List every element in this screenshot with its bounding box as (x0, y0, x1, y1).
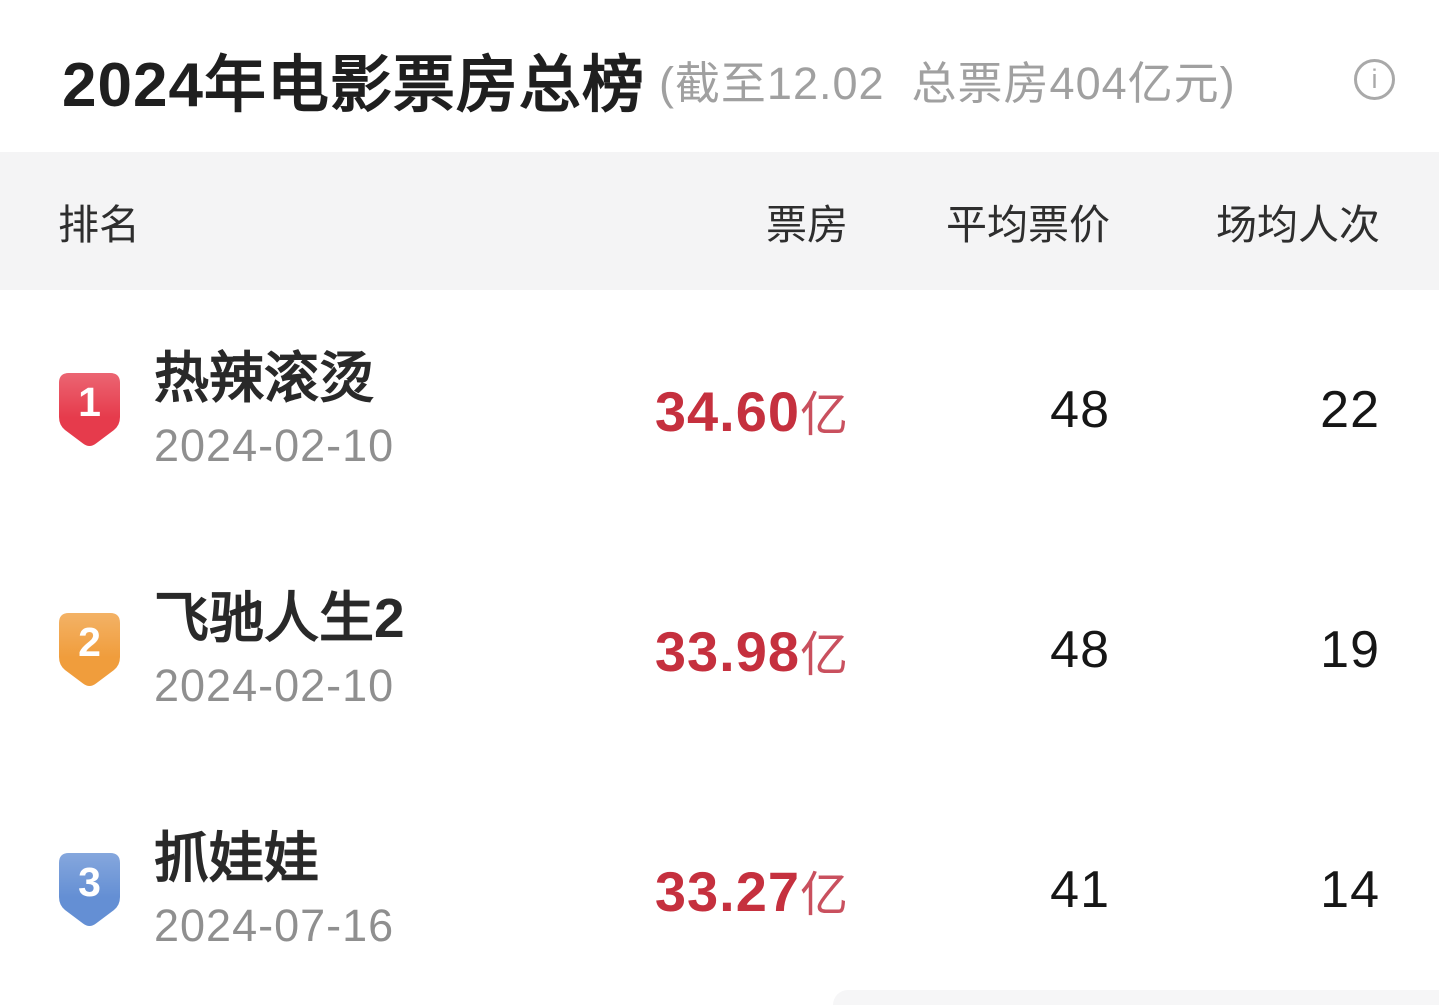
box-office-value: 33.98 (654, 620, 800, 683)
box-office-unit: 亿 (799, 629, 848, 682)
avg-attendance-cell: 14 (1320, 861, 1380, 919)
table-row[interactable]: 3 抓娃娃 2024-07-16 33.27亿 41 14 (0, 770, 1439, 1005)
movie-release-date: 2024-02-10 (154, 420, 395, 472)
rank-badge: 3 (58, 852, 121, 928)
box-office-cell: 34.60亿 (588, 375, 848, 445)
box-office-unit: 亿 (799, 389, 848, 442)
movie-title: 飞驰人生2 (154, 586, 405, 649)
rank-badge: 2 (58, 612, 121, 688)
rank-number: 2 (78, 618, 101, 665)
box-office-value: 34.60 (654, 380, 800, 443)
avg-attendance-cell: 19 (1320, 621, 1380, 679)
movie-release-date: 2024-07-16 (154, 900, 395, 952)
box-office-cell: 33.98亿 (588, 615, 848, 685)
movie-info: 热辣滚烫 2024-02-10 (154, 348, 394, 473)
info-icon[interactable]: i (1354, 58, 1395, 100)
movie-release-date: 2024-02-10 (154, 660, 395, 712)
page-subtitle: (截至12.02 总票房404亿元) (658, 57, 1236, 109)
rank-cell: 2 飞驰人生2 2024-02-10 (58, 588, 588, 713)
table-header-row: 排名 票房 平均票价 场均人次 (0, 152, 1439, 290)
box-office-value: 33.27 (654, 860, 800, 923)
rank-number: 1 (78, 378, 101, 425)
box-office-cell: 33.27亿 (588, 855, 848, 925)
avg-price-cell: 48 (1050, 621, 1110, 679)
page-title: 2024年电影票房总榜 (62, 51, 645, 120)
page-header: 2024年电影票房总榜 (截至12.02 总票房404亿元) i (0, 0, 1439, 152)
column-header-rank: 排名 (58, 202, 140, 248)
rank-number: 3 (78, 858, 101, 905)
avg-attendance-cell: 22 (1320, 381, 1380, 439)
rank-cell: 3 抓娃娃 2024-07-16 (58, 828, 588, 953)
column-header-avg-price: 平均票价 (946, 202, 1110, 248)
movie-title: 抓娃娃 (154, 826, 320, 889)
box-office-unit: 亿 (799, 869, 848, 922)
rank-badge: 1 (58, 372, 121, 448)
movie-info: 飞驰人生2 2024-02-10 (154, 588, 405, 713)
bottom-sheet-edge (833, 990, 1439, 1005)
table-row[interactable]: 2 飞驰人生2 2024-02-10 33.98亿 48 19 (0, 530, 1439, 770)
rank-cell: 1 热辣滚烫 2024-02-10 (58, 348, 588, 473)
info-icon-glyph: i (1371, 63, 1378, 94)
movie-title: 热辣滚烫 (154, 346, 375, 409)
avg-price-cell: 48 (1050, 381, 1110, 439)
column-header-box-office: 票房 (766, 202, 848, 248)
avg-price-cell: 41 (1050, 861, 1110, 919)
column-header-avg-attendance: 场均人次 (1216, 202, 1380, 248)
movie-info: 抓娃娃 2024-07-16 (154, 828, 394, 953)
table-row[interactable]: 1 热辣滚烫 2024-02-10 34.60亿 48 22 (0, 290, 1439, 530)
